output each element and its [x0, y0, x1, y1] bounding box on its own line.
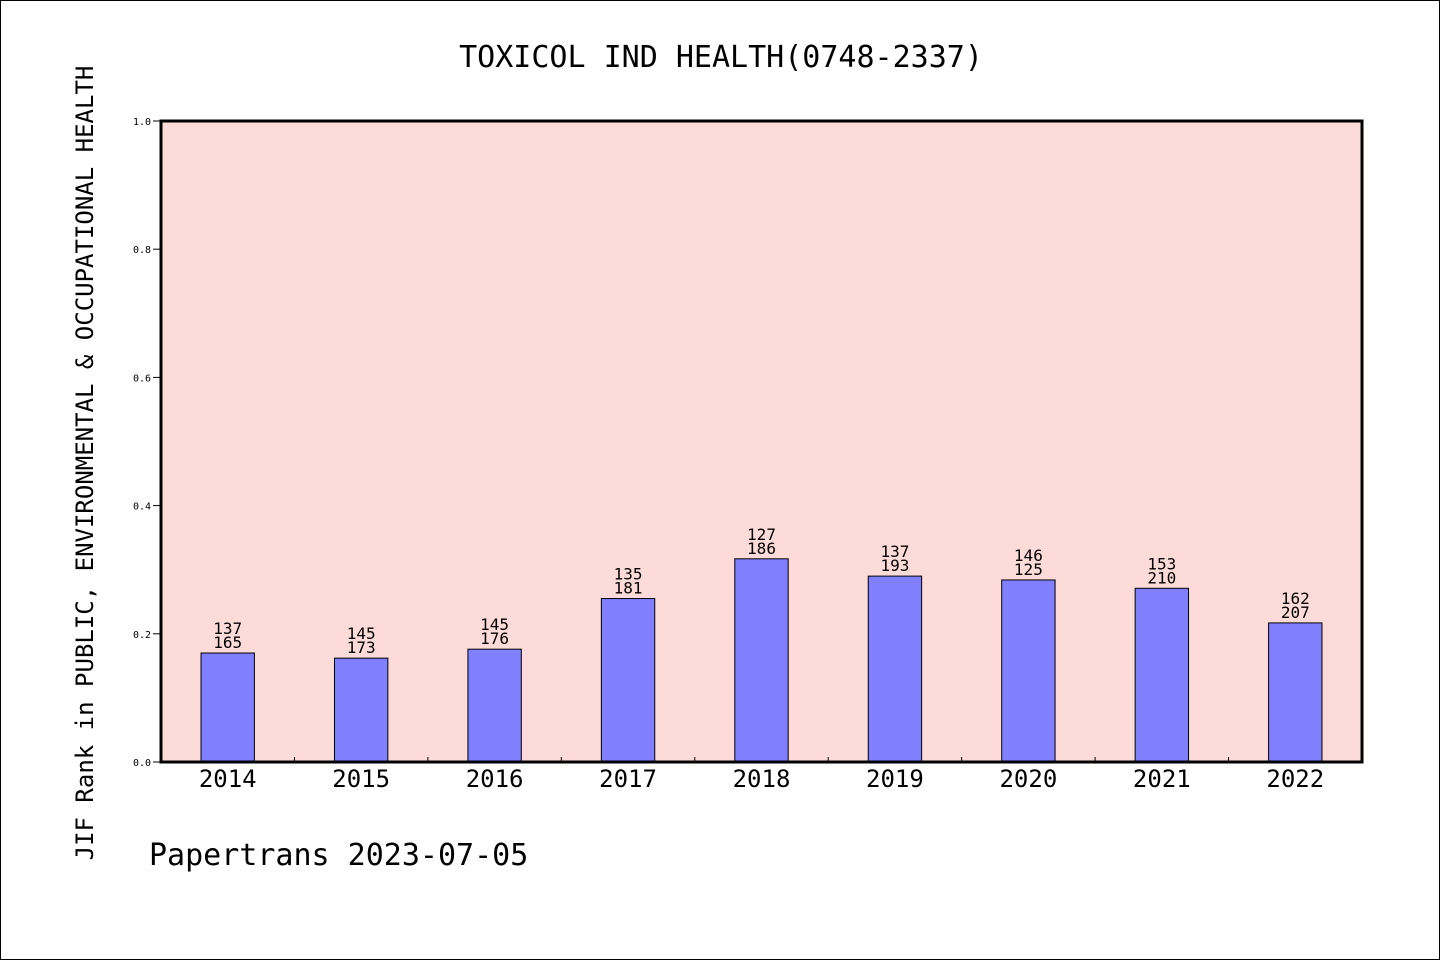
y-tick-label: 1.0	[133, 117, 151, 128]
bar-rank-label: 162	[1281, 589, 1310, 608]
x-tick-label: 2017	[599, 765, 657, 793]
bar-series	[200, 558, 1323, 763]
x-tick-label: 2019	[866, 765, 924, 793]
bar-2014	[200, 652, 255, 763]
y-axis-label: JIF Rank in PUBLIC, ENVIRONMENTAL & OCCU…	[71, 66, 99, 861]
y-tick-label: 0.0	[133, 758, 151, 769]
y-tick-label: 0.8	[133, 245, 151, 256]
x-tick-label: 2022	[1266, 765, 1324, 793]
bar-rank-label: 137	[880, 542, 909, 561]
bar-total-label: 125	[1014, 560, 1043, 579]
bar-total-label: 207	[1281, 603, 1310, 622]
y-tick-label: 0.2	[133, 630, 151, 641]
bar-2015	[333, 657, 389, 763]
bar-total-label: 186	[747, 539, 776, 558]
bar-rank-label: 127	[747, 525, 776, 544]
plot-border	[159, 119, 1364, 764]
bar-total-label: 173	[347, 638, 376, 657]
bar-rank-label: 137	[213, 619, 242, 638]
bar-2021	[1134, 587, 1190, 763]
y-tick-label: 0.6	[133, 373, 151, 384]
x-tick-label: 2021	[1133, 765, 1191, 793]
x-tick-label: 2015	[332, 765, 390, 793]
x-tick-label: 2014	[199, 765, 257, 793]
bar-2019	[867, 575, 923, 763]
bar-rank-label: 153	[1147, 554, 1176, 573]
bar-total-label: 176	[480, 629, 509, 648]
bar-rank-label: 145	[480, 615, 509, 634]
footer-text: Papertrans 2023-07-05	[149, 838, 528, 873]
x-axis: 2014 2015 2016 2017 2018 2019 2020 2021 2022	[199, 757, 1324, 793]
x-tick-label: 2016	[466, 765, 524, 793]
bar-2022	[1268, 622, 1323, 763]
bar-total-label: 193	[880, 556, 909, 575]
bar-rank-label: 135	[614, 565, 643, 584]
x-tick-label: 2020	[999, 765, 1057, 793]
bar-2020	[1001, 579, 1056, 763]
bar-total-label: 165	[213, 633, 242, 652]
chart-title: TOXICOL IND HEALTH(0748-2337)	[459, 40, 983, 75]
y-axis: 0.0 0.2 0.4 0.6 0.8 1.0	[133, 117, 161, 769]
y-tick-label: 0.4	[133, 502, 151, 513]
bar-2018	[734, 558, 789, 763]
bar-rank-label: 145	[347, 624, 376, 643]
x-tick-label: 2018	[733, 765, 791, 793]
bar-2017	[600, 598, 656, 763]
bar-total-label: 210	[1147, 568, 1176, 587]
bar-total-label: 181	[614, 579, 643, 598]
bar-2016	[467, 648, 522, 763]
bar-rank-label: 146	[1014, 546, 1043, 565]
